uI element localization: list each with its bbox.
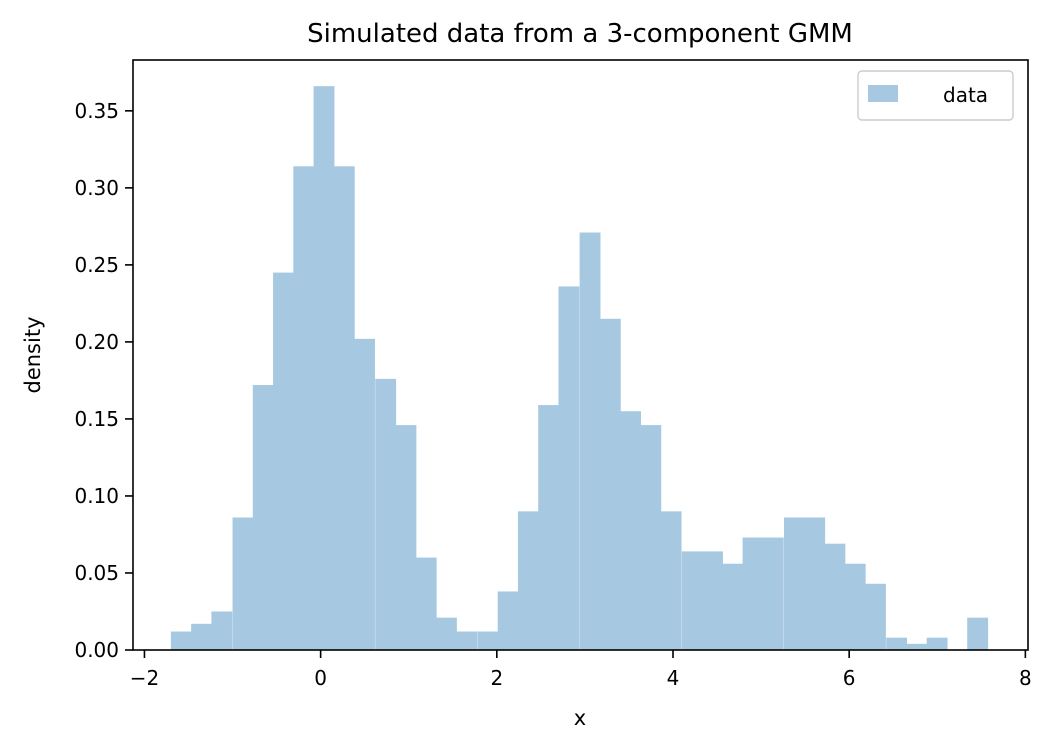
x-axis-ticks: −2 0 2 4 6 8 [130, 650, 1032, 690]
histogram-bar [354, 338, 375, 650]
chart-title: Simulated data from a 3-component GMM [307, 19, 853, 49]
histogram-bar [824, 543, 846, 650]
legend-swatch-data [868, 85, 898, 102]
y-tick-label: 0.15 [74, 407, 119, 431]
histogram-bar [333, 166, 355, 651]
y-axis-label: density [21, 317, 45, 394]
histogram-bar [702, 551, 723, 650]
histogram-bar [558, 286, 580, 650]
histogram-bar [170, 631, 192, 650]
histogram-bar [273, 272, 294, 650]
x-tick-label: 4 [667, 666, 680, 690]
y-tick-label: 0.05 [74, 561, 119, 585]
x-tick-label: 0 [314, 666, 327, 690]
histogram-bars [170, 86, 989, 651]
histogram-bar [967, 617, 989, 650]
histogram-bar [906, 643, 928, 650]
histogram-bar [742, 537, 764, 650]
histogram-bar [865, 583, 886, 650]
legend-label-data: data [943, 83, 988, 107]
histogram-bar [293, 166, 315, 651]
histogram-bar [313, 86, 335, 650]
histogram-bar [211, 611, 233, 650]
y-tick-label: 0.20 [74, 330, 119, 354]
histogram-bar [681, 551, 703, 650]
histogram-bar [232, 517, 254, 650]
histogram-bar [844, 563, 866, 650]
histogram-bar [620, 411, 641, 650]
y-tick-label: 0.10 [74, 484, 119, 508]
y-tick-label: 0.25 [74, 253, 119, 277]
histogram-bar [926, 637, 948, 650]
histogram-bar [415, 557, 437, 650]
histogram-bar [456, 631, 478, 650]
histogram-bar [660, 511, 682, 650]
x-axis-label: x [574, 706, 586, 730]
x-tick-label: 8 [1019, 666, 1032, 690]
histogram-bar [599, 318, 621, 650]
histogram-bar [579, 232, 601, 650]
histogram-bar [722, 563, 744, 650]
histogram-bar [804, 517, 826, 650]
x-tick-label: 6 [843, 666, 856, 690]
histogram-bar [886, 637, 908, 650]
histogram-bar [477, 631, 499, 650]
histogram-bar [640, 425, 662, 650]
histogram-bar [191, 623, 212, 650]
histogram-bar [436, 617, 457, 650]
histogram-bar [783, 517, 805, 650]
y-tick-label: 0.30 [74, 176, 119, 200]
legend: data [857, 70, 1014, 121]
histogram-bar [252, 385, 274, 650]
legend-box [857, 70, 1014, 121]
histogram-bar [395, 425, 417, 650]
plot-area-frame [132, 59, 1029, 651]
histogram-bar [517, 511, 539, 650]
x-tick-label: 2 [490, 666, 503, 690]
x-tick-label: −2 [130, 666, 159, 690]
histogram-bar [762, 537, 784, 650]
y-axis-ticks: 0.00 0.05 0.10 0.15 0.20 0.25 0.30 0.35 [74, 99, 133, 662]
histogram-bar [375, 378, 397, 650]
histogram-bar [538, 405, 560, 650]
histogram-bar [497, 591, 519, 650]
y-tick-label: 0.00 [74, 638, 119, 662]
y-tick-label: 0.35 [74, 99, 119, 123]
